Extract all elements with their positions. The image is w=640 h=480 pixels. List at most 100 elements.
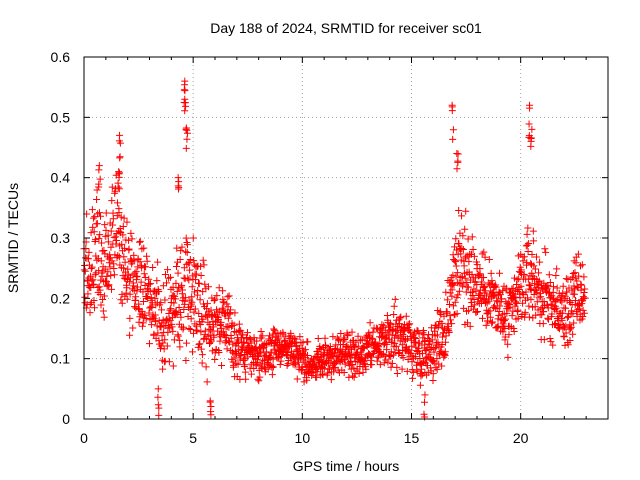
data-point [303, 376, 311, 384]
data-point [138, 264, 146, 272]
data-point [396, 314, 404, 322]
x-tick-label: 20 [513, 430, 529, 446]
data-point [193, 327, 201, 335]
data-point [313, 368, 321, 376]
data-point [293, 375, 301, 383]
data-point [329, 333, 337, 341]
data-point [126, 314, 134, 322]
data-point [380, 359, 388, 367]
data-point [443, 310, 451, 318]
data-point [181, 87, 189, 95]
data-point [546, 279, 554, 287]
data-point [184, 259, 192, 267]
data-point [108, 183, 116, 191]
data-point [531, 280, 539, 288]
data-point [172, 307, 180, 315]
data-point [192, 270, 200, 278]
data-point [175, 178, 183, 186]
data-point [517, 282, 525, 290]
data-point [253, 337, 261, 345]
data-point [149, 264, 157, 272]
data-point [564, 341, 572, 349]
data-point [93, 220, 101, 228]
data-point [104, 238, 112, 246]
data-point [178, 281, 186, 289]
data-point [177, 247, 185, 255]
data-point [115, 170, 123, 178]
data-point [173, 287, 181, 295]
data-point [461, 274, 469, 282]
data-point [176, 336, 184, 344]
data-point [182, 234, 190, 242]
data-point [291, 335, 299, 343]
data-point [562, 329, 570, 337]
data-point [181, 297, 189, 305]
data-point [438, 333, 446, 341]
data-point [446, 289, 454, 297]
data-point [219, 287, 227, 295]
data-point [210, 331, 218, 339]
data-point [136, 238, 144, 246]
data-point [231, 309, 239, 317]
data-point [90, 304, 98, 312]
data-point [343, 342, 351, 350]
data-point [109, 215, 117, 223]
data-point [182, 125, 190, 133]
data-point [461, 225, 469, 233]
data-point [151, 294, 159, 302]
data-point [525, 281, 533, 289]
data-point [433, 331, 441, 339]
data-point [553, 265, 561, 273]
data-point [474, 298, 482, 306]
data-point [492, 283, 500, 291]
data-point [469, 292, 477, 300]
data-point [455, 287, 463, 295]
data-point [496, 269, 504, 277]
y-tick-label: 0.2 [51, 290, 71, 306]
data-point [542, 248, 550, 256]
data-point [142, 263, 150, 271]
data-point [369, 335, 377, 343]
data-point [217, 318, 225, 326]
data-point [447, 316, 455, 324]
data-point [247, 370, 255, 378]
data-point [155, 411, 163, 419]
data-point [340, 368, 348, 376]
data-point [119, 231, 127, 239]
data-point [523, 230, 531, 238]
data-point [452, 258, 460, 266]
data-point [89, 223, 97, 231]
data-point [140, 244, 148, 252]
data-point [154, 393, 162, 401]
y-tick-label: 0 [62, 411, 70, 427]
data-point [197, 262, 205, 270]
data-point [525, 302, 533, 310]
data-point [91, 271, 99, 279]
data-point [398, 365, 406, 373]
data-point [85, 248, 93, 256]
data-point [107, 272, 115, 280]
data-point [259, 332, 267, 340]
data-point [213, 292, 221, 300]
data-point [211, 295, 219, 303]
data-point [504, 353, 512, 361]
data-point [577, 281, 585, 289]
data-point [574, 306, 582, 314]
data-point [122, 289, 130, 297]
data-point [220, 299, 228, 307]
data-point [522, 288, 530, 296]
data-point [486, 313, 494, 321]
data-point [360, 343, 368, 351]
data-point [192, 276, 200, 284]
data-point [188, 348, 196, 356]
data-point [201, 280, 209, 288]
y-tick-label: 0.3 [51, 230, 71, 246]
data-point [416, 360, 424, 368]
data-point [90, 228, 98, 236]
data-point [130, 282, 138, 290]
data-point [200, 261, 208, 269]
data-point [510, 325, 518, 333]
data-point [352, 338, 360, 346]
x-tick-label: 0 [80, 430, 88, 446]
data-point [476, 270, 484, 278]
